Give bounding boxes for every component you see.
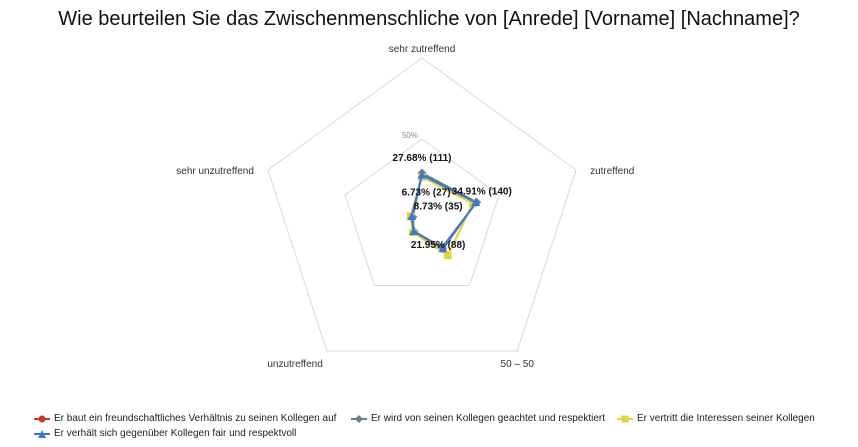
legend-marker-triangle-icon	[34, 429, 50, 438]
legend-item-series-2[interactable]: Er vertritt die Interessen seiner Kolleg…	[617, 413, 815, 424]
legend: Er baut ein freundschaftliches Verhältni…	[34, 411, 834, 441]
data-label: 34.91% (140)	[452, 187, 512, 198]
grid-ring-1	[267, 57, 577, 352]
data-label: 27.68% (111)	[393, 153, 452, 164]
data-label: 21.95% (88)	[411, 240, 465, 251]
legend-item-series-0[interactable]: Er baut ein freundschaftliches Verhältni…	[34, 413, 351, 424]
series-3-point[interactable]	[438, 244, 448, 253]
legend-row-2: Er verhält sich gegenüber Kollegen fair …	[34, 426, 834, 441]
category-label: unzutreffend	[267, 359, 322, 370]
category-label: sehr unzutreffend	[176, 166, 254, 177]
grid-ring-0	[344, 138, 500, 287]
series-3-point[interactable]	[417, 170, 427, 179]
series-3-point[interactable]	[471, 198, 481, 207]
series-3-point[interactable]	[409, 226, 419, 235]
legend-marker-diamond-icon	[351, 414, 367, 423]
series-3-point[interactable]	[407, 212, 417, 221]
legend-label: Er wird von seinen Kollegen geachtet und…	[371, 413, 606, 424]
legend-label: Er vertritt die Interessen seiner Kolleg…	[637, 413, 815, 424]
series-line-3	[410, 174, 477, 250]
legend-label: Er verhält sich gegenüber Kollegen fair …	[54, 428, 297, 439]
data-label: 6.73% (27)	[402, 188, 451, 199]
legend-item-series-3[interactable]: Er verhält sich gegenüber Kollegen fair …	[34, 428, 296, 439]
radar-chart: 50% sehr zutreffend zutreffend 50 – 50 unzut…	[176, 44, 634, 370]
series-2-point[interactable]	[443, 251, 452, 260]
legend-marker-circle-icon	[34, 415, 50, 422]
chart-title: Wie beurteilen Sie das Zwischenmenschlic…	[58, 8, 800, 30]
legend-item-series-1[interactable]: Er wird von seinen Kollegen geachtet und…	[351, 413, 617, 424]
legend-marker-square-icon	[617, 415, 633, 422]
legend-label: Er baut ein freundschaftliches Verhältni…	[54, 413, 337, 424]
category-label: sehr zutreffend	[389, 44, 456, 55]
category-label: 50 – 50	[501, 359, 535, 370]
data-label: 8.73% (35)	[414, 201, 463, 212]
ring-label: 50%	[402, 131, 418, 140]
legend-row-1: Er baut ein freundschaftliches Verhältni…	[34, 411, 834, 426]
category-label: zutreffend	[590, 166, 634, 177]
